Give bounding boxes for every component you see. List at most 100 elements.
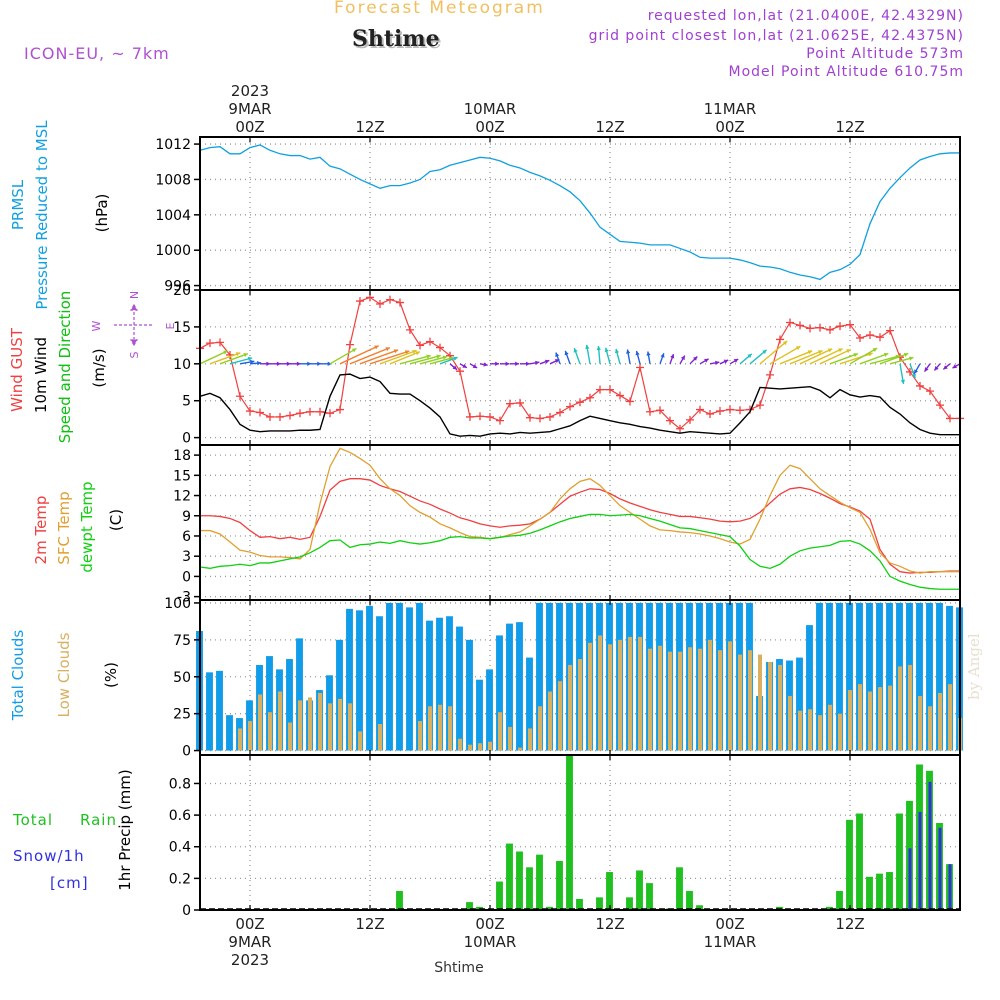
low-cloud-bar [478,743,482,751]
gust-marker [456,367,464,376]
wind-arrowhead [626,349,631,354]
low-cloud-bar [338,698,342,751]
wind-arrowhead [838,348,843,353]
wind-direction-arrow [799,348,833,365]
wind-direction-arrow [329,347,357,365]
y-tick-label: -3 [177,590,191,606]
low-cloud-bar [848,690,852,751]
wind-arrowhead [903,352,909,357]
low-cloud-bar [548,691,552,751]
total-cloud-bar [876,602,883,751]
pressure-unit-label: (hPa) [93,194,111,233]
low-cloud-bar [458,738,462,751]
wind-arrowhead [223,350,228,355]
low-cloud-bar [498,712,502,751]
low-cloud-bar [608,644,612,751]
wind-arrowhead [604,347,609,353]
wind-arrowhead [266,361,271,366]
gust-marker [776,335,784,344]
gust-marker [556,408,564,417]
wind-arrowhead [846,349,851,354]
pressure-msl-label: Pressure Reduced to MSL [33,120,51,310]
wind-arrowhead [412,349,417,354]
wind-direction-arrow [409,354,441,365]
gust-marker [396,298,404,307]
compass-letter: W [90,320,103,331]
low-cloud-bar [298,700,302,751]
wind-arrowhead [327,361,332,366]
y-tick-label: 1004 [155,208,191,224]
wind-arrowhead [415,351,420,356]
wind-arrowhead [393,349,399,354]
y-tick-label: 12 [173,489,191,505]
y-tick-label: 3 [182,549,191,565]
total-cloud-bar [286,659,293,751]
gust-marker [946,414,954,423]
total-cloud-bar [456,626,463,751]
wind-direction-arrow [809,347,843,365]
wind-arrowhead [505,361,510,366]
y-tick-label: 5 [182,394,191,410]
wind-direction-arrow [839,352,873,365]
y-tick-label: 1012 [155,137,191,153]
dewpoint-line [199,513,960,590]
wind-direction-arrow [219,353,249,365]
wind-arrowhead [853,352,858,358]
gust-marker [526,413,534,422]
top-time-label: 12Z [355,118,384,136]
low-cloud-bar [258,694,262,751]
pressure-line [199,144,960,281]
rain-bar [696,905,703,910]
low-cloud-bar [708,639,712,751]
low-cloud-bar [688,647,692,751]
wind-arrowhead [525,361,530,366]
low-cloud-bar [918,695,922,751]
wind-arrowhead [952,364,957,369]
gust-marker [286,411,294,420]
gust-marker [736,406,744,415]
total-cloud-bar [846,602,853,751]
wind-arrowhead [818,350,823,355]
gust-marker [796,321,804,330]
low-cloud-bar [718,650,722,751]
y-tick-label: 50 [173,670,191,686]
wind-arrowhead [535,360,540,365]
low-cloud-bar [318,693,322,751]
wind-arrowhead [472,364,478,368]
gust-marker [486,412,494,421]
wind-arrowhead [544,359,550,364]
low-cloud-bar [238,728,242,751]
low-cloud-bar [948,684,952,751]
total-cloud-bar [376,616,383,751]
wind-direction-label: Speed and Direction [56,291,74,444]
wind-direction-arrow [389,351,421,365]
wind-arrowhead [614,348,620,354]
gust-marker [686,415,694,424]
low-cloud-bar [648,648,652,751]
gust-marker [666,416,674,425]
top-time-label: 11MAR [704,100,757,118]
wind-direction-arrow [789,349,823,365]
low-cloud-bar [748,650,752,751]
wind-arrowhead [426,354,431,359]
y-tick-label: 1008 [155,172,191,188]
wind-arrowhead [924,367,929,372]
y-tick-label: 0.8 [169,776,191,792]
top-time-label: 12Z [595,118,624,136]
total-cloud-bar [406,607,413,751]
total-cloud-bar [206,672,213,751]
wind-arrowhead [235,352,241,357]
total-cloud-bar [396,602,403,751]
low-cloud-bar [248,721,252,751]
compass-letter: N [128,291,141,299]
gust-marker [786,318,794,327]
wind-direction-arrow [889,356,914,365]
gust-marker [916,381,924,390]
gust-marker [626,397,634,406]
y-tick-label: 0 [182,744,191,760]
top-time-label: 00Z [475,118,504,136]
snow-bar [948,864,952,910]
y-tick-label: 25 [173,707,191,723]
wind-arrowhead [453,356,458,361]
